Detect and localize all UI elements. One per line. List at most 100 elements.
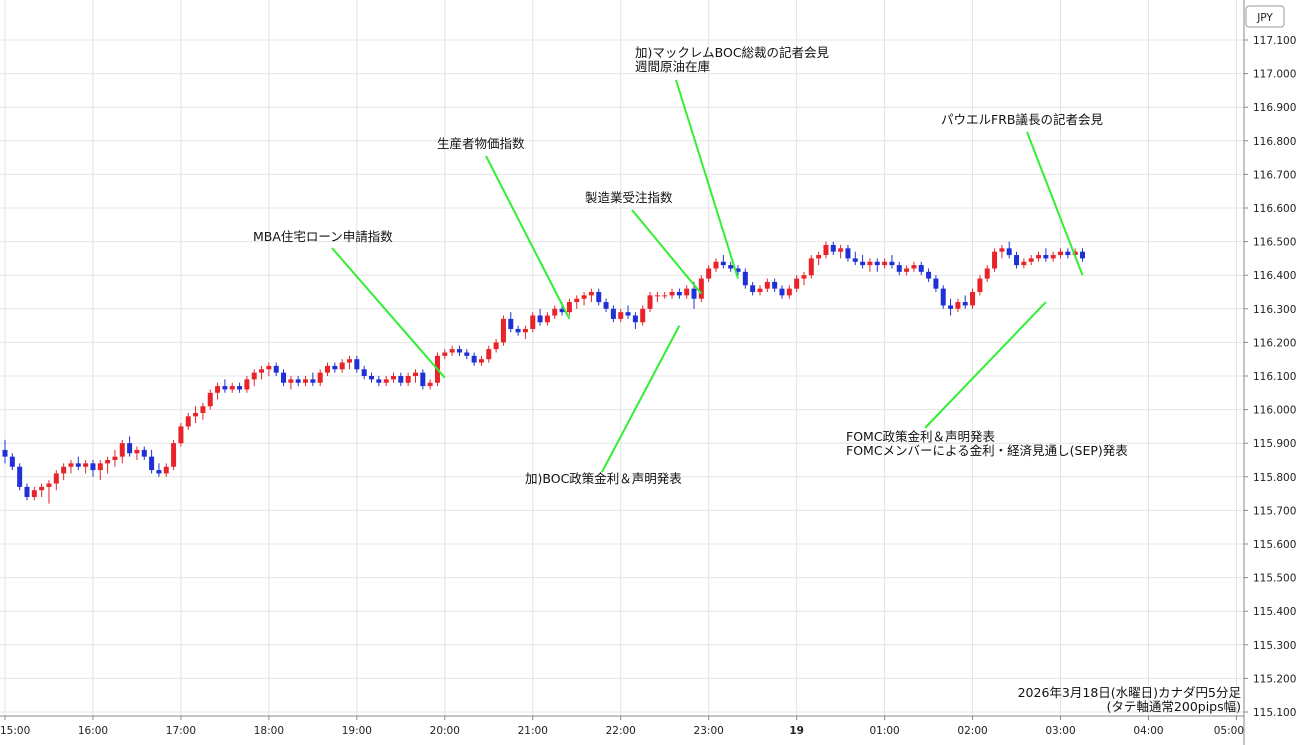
annotation: パウエルFRB議長の記者会見 [941,112,1103,276]
candle [347,355,353,370]
candle-body [200,406,206,413]
candle [1058,248,1064,259]
candle [222,379,228,393]
candle-body [603,302,609,309]
candle [1036,251,1042,262]
candle-body [786,288,792,296]
candle-body [222,386,228,390]
candle-body [46,483,52,487]
candle [574,295,580,309]
candle [544,312,550,326]
y-tick-label: 115.800 [1253,472,1296,484]
candle-body [207,392,213,407]
candle [772,278,778,292]
candle-body [948,305,954,309]
candle [911,261,917,272]
annotation: 製造業受注指数 [585,190,703,295]
candle-body [926,271,932,279]
candle-body [273,365,279,373]
candle [750,281,756,296]
candle-body [691,288,697,299]
candle-body [442,352,448,356]
candle [552,305,558,319]
candle-body [1028,258,1034,262]
x-tick-label: 23:00 [694,725,724,737]
candle [295,376,301,387]
candle [178,423,184,447]
y-tick-label: 115.100 [1253,707,1296,719]
candle [933,275,939,292]
candle-body [867,261,873,266]
candle [478,355,484,366]
candle [456,345,462,356]
candle [918,261,924,276]
candle-body [9,456,15,467]
candle [728,261,734,272]
candle-body [999,248,1005,252]
candle [39,483,45,497]
candle-body [1080,251,1086,259]
candle-body [427,382,433,387]
candle-body [127,443,133,454]
candle-body [735,268,741,272]
candle [566,298,572,316]
candle [610,305,616,323]
candle-body [992,251,998,269]
x-tick-label: 20:00 [430,725,460,737]
candle-body [471,355,477,363]
candle [684,285,690,299]
candle [1043,248,1049,262]
candle [442,349,448,360]
candle [420,369,426,390]
candle [163,463,169,477]
candle [119,439,125,464]
candle-body [97,463,103,471]
candle [1080,248,1086,262]
y-tick-label: 116.900 [1253,102,1296,114]
candle-body [588,292,594,296]
y-tick-label: 116.600 [1253,203,1296,215]
candle [581,292,587,306]
candle-body [39,486,45,491]
candle [68,460,74,474]
candle [215,382,221,400]
candle [830,241,836,256]
candle-body [105,460,111,464]
annotation-leader-line [601,325,681,473]
candle-body [522,328,528,333]
candle [339,359,345,373]
candle [486,345,492,363]
candle-body [698,278,704,299]
candle-body [185,416,191,427]
candle-body [149,456,155,471]
candle-body [918,265,924,272]
annotation-label: 加)マックレムBOC総裁の記者会見 [635,45,830,60]
candle-body [632,315,638,323]
candle [325,362,331,376]
candle-body [1021,261,1027,266]
candle [1028,255,1034,266]
candle [288,376,294,390]
x-tick-label: 19:00 [342,725,372,737]
candle-body [816,255,822,259]
candle [874,258,880,272]
candle [500,315,506,346]
candle-body [566,302,572,313]
candle-body [456,349,462,353]
candle [940,285,946,309]
candle [310,372,316,387]
candle [1014,251,1020,269]
annotation: MBA住宅ローン申請指数 [253,229,446,379]
chart-caption: 2026年3月18日(水曜日)カナダ円5分足 (タテ軸通常200pips幅) [1018,685,1242,714]
x-tick-label: 03:00 [1045,725,1075,737]
candle-body [478,359,484,363]
candle [596,288,602,306]
candle [698,275,704,303]
candle-body [420,372,426,387]
candle [706,265,712,282]
candle-body [229,386,235,390]
annotation-label: 製造業受注指数 [585,190,673,205]
candle [17,463,23,491]
candle-body [215,386,221,393]
candle-body [61,466,67,474]
